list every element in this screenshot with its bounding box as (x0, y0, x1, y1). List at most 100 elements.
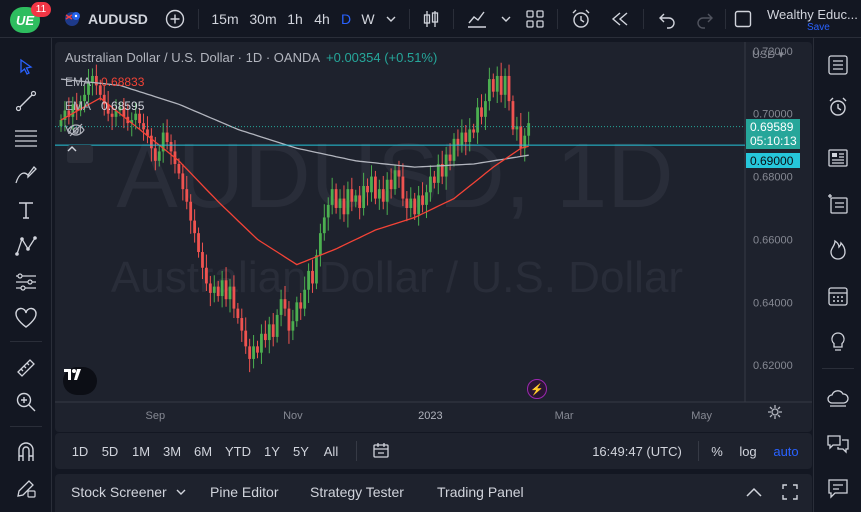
divider (557, 9, 558, 29)
watchlist-button[interactable] (822, 49, 854, 81)
candle-body (342, 198, 346, 215)
notes-button[interactable] (822, 472, 854, 504)
x-tick-label: May (691, 410, 712, 422)
alert-button[interactable] (568, 0, 594, 38)
interval-4h-button[interactable]: 4h (314, 11, 330, 27)
candle-body (114, 110, 118, 117)
candle-body (362, 186, 366, 209)
candle-body (220, 280, 224, 297)
candle-body (189, 201, 193, 221)
templates-button[interactable] (522, 0, 548, 38)
price-chart[interactable]: AUDUSD, 1D Australian Dollar / U.S. Doll… (55, 42, 812, 432)
interval-15m-button[interactable]: 15m (211, 11, 239, 27)
candle-body (75, 104, 79, 111)
calendar-button[interactable] (822, 188, 854, 220)
hline-price-label: 0.69000 (746, 153, 800, 169)
shapes-tool[interactable] (10, 302, 42, 334)
maximize-panel-button[interactable] (781, 474, 799, 510)
x-tick-label: 2023 (418, 410, 442, 422)
interval-30m-button[interactable]: 30m (249, 11, 277, 27)
chats-button[interactable] (822, 427, 854, 459)
log-scale-toggle[interactable]: log (739, 443, 757, 459)
indicators-dropdown[interactable] (497, 0, 515, 38)
lightbulb-icon (831, 332, 845, 351)
magnet-tool[interactable] (10, 436, 42, 468)
ema-slow-value: 0.68595 (101, 99, 145, 113)
pine-editor-tab[interactable]: Pine Editor (210, 484, 279, 500)
measure-tool[interactable] (10, 352, 42, 384)
range-all-button[interactable]: All (323, 443, 339, 459)
divider (725, 9, 726, 29)
range-3m-button[interactable]: 3M (162, 443, 182, 459)
alerts-button[interactable] (822, 91, 854, 123)
lock-drawings-tool[interactable] (10, 472, 42, 504)
range-1m-button[interactable]: 1M (131, 443, 151, 459)
interval-dropdown[interactable] (382, 0, 400, 38)
divider (643, 9, 644, 29)
range-1y-button[interactable]: 1Y (264, 443, 280, 459)
chart-settings-button[interactable] (767, 404, 787, 424)
candle-body (197, 233, 200, 253)
indicators-button[interactable] (463, 0, 491, 38)
expand-panel-button[interactable] (745, 474, 763, 510)
ema-slow-legend[interactable]: EMA 0.68595 (65, 99, 144, 113)
collapse-legend-button[interactable] (67, 145, 93, 163)
ideas-button[interactable] (822, 326, 854, 358)
pattern-tool[interactable] (10, 230, 42, 262)
utc-clock[interactable]: 16:49:47 (UTC) (592, 443, 682, 459)
undo-button[interactable] (654, 0, 680, 38)
interval-w-button[interactable]: W (361, 11, 375, 27)
chart-type-button[interactable] (418, 0, 444, 38)
range-1d-button[interactable]: 1D (71, 443, 89, 459)
ema-slow-line (60, 78, 529, 168)
candle-body (177, 163, 181, 174)
replay-button[interactable] (607, 0, 633, 38)
volume-legend[interactable]: Vol (65, 123, 85, 137)
streams-button[interactable] (822, 381, 854, 413)
news-button[interactable] (822, 142, 854, 174)
range-5y-button[interactable]: 5Y (293, 443, 309, 459)
y-tick-label: 0.70000 (753, 109, 793, 121)
brush-tool[interactable] (10, 158, 42, 190)
range-5d-button[interactable]: 5D (101, 443, 119, 459)
range-ytd-button[interactable]: YTD (225, 443, 251, 459)
range-toolbar: 1D 5D 1M 3M 6M YTD 1Y 5Y All 16:49:47 (U… (55, 433, 812, 469)
lightning-button[interactable]: ⚡ (527, 379, 547, 399)
trendline-tool[interactable] (10, 85, 42, 117)
candle-body (452, 138, 456, 161)
candle-body (130, 119, 134, 124)
auto-scale-toggle[interactable]: auto (773, 443, 799, 459)
candle-body (185, 189, 189, 202)
layout-button[interactable] (731, 0, 755, 38)
interval-1h-button[interactable]: 1h (287, 11, 303, 27)
candle-body (397, 170, 401, 177)
trading-panel-tab[interactable]: Trading Panel (437, 484, 524, 500)
chart-pane[interactable]: AUDUSD, 1D Australian Dollar / U.S. Doll… (55, 42, 812, 432)
zoom-tool[interactable] (10, 386, 42, 418)
ema-fast-legend[interactable]: EMA 0.68833 (65, 75, 144, 89)
interval-d-button[interactable]: D (340, 11, 352, 27)
save-link[interactable]: Save (807, 22, 830, 33)
fib-tool[interactable] (10, 122, 42, 154)
y-tick-label: 0.68000 (753, 172, 793, 184)
strategy-tester-tab[interactable]: Strategy Tester (310, 484, 404, 500)
redo-button[interactable] (692, 0, 718, 38)
eye-off-icon[interactable] (67, 123, 85, 137)
forecast-tool[interactable] (10, 266, 42, 298)
cursor-tool[interactable] (10, 51, 42, 83)
economic-calendar-button[interactable] (822, 280, 854, 312)
candle-body (417, 195, 421, 215)
candle-body (425, 192, 428, 205)
range-6m-button[interactable]: 6M (193, 443, 213, 459)
pen-curve-icon (15, 166, 37, 184)
goto-date-button[interactable] (368, 433, 394, 469)
tradingview-logo[interactable] (63, 367, 97, 395)
percent-scale-toggle[interactable]: % (711, 443, 723, 459)
currency-selector[interactable]: USD ▾ (752, 49, 784, 61)
text-tool[interactable] (10, 194, 42, 226)
stock-screener-tab[interactable]: Stock Screener (71, 474, 187, 510)
hotlists-button[interactable] (822, 234, 854, 266)
symbol-search-button[interactable]: AUDUSD (88, 11, 148, 27)
layout-name[interactable]: Wealthy Educ... (767, 7, 858, 22)
compare-symbol-button[interactable] (162, 0, 188, 38)
